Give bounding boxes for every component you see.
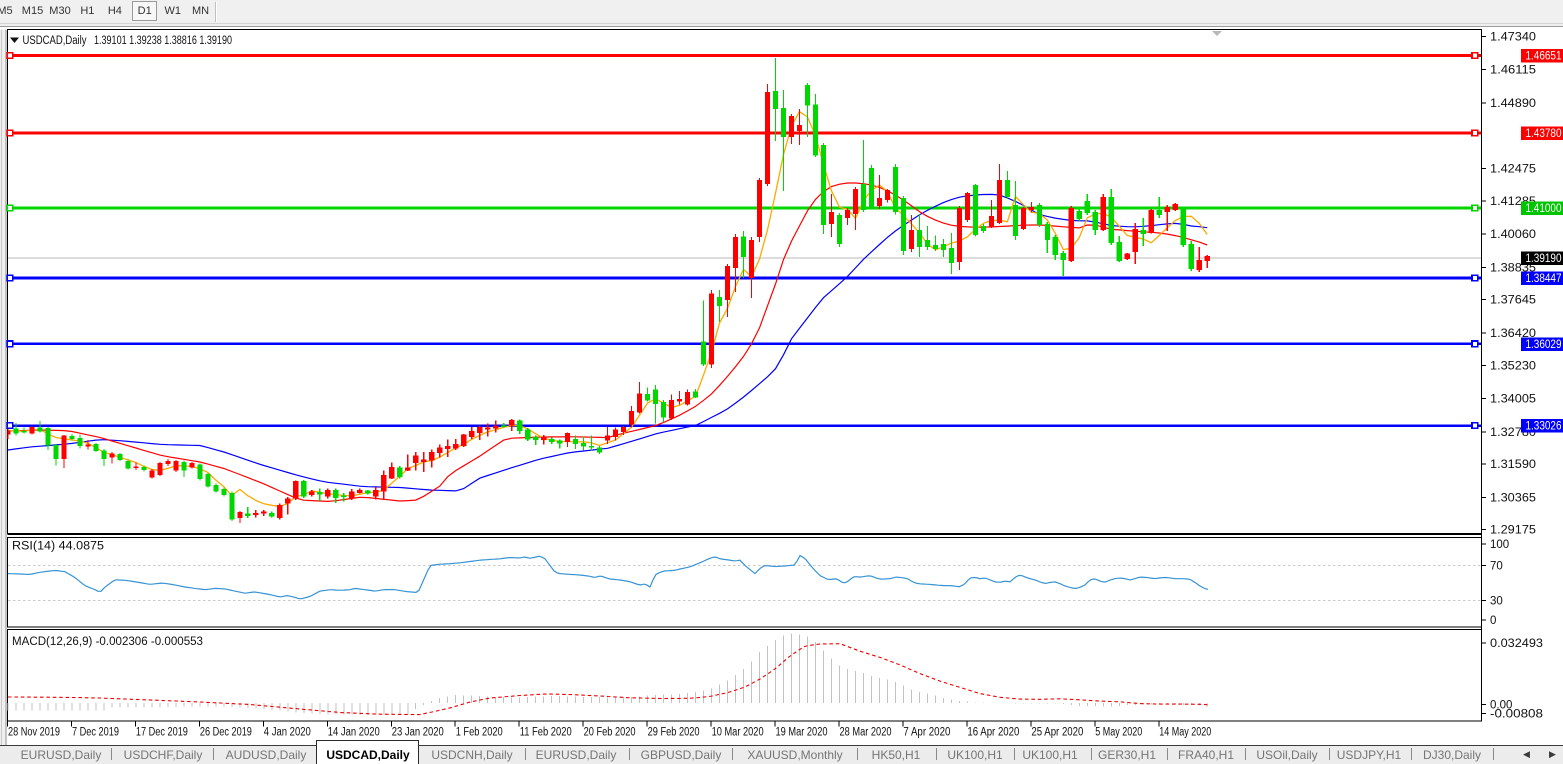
svg-text:1 Feb 2020: 1 Feb 2020 <box>456 727 503 739</box>
svg-text:1.29175: 1.29175 <box>1490 525 1536 537</box>
svg-text:USDCAD,Daily: USDCAD,Daily <box>23 35 87 47</box>
svg-text:1.46115: 1.46115 <box>1490 65 1536 77</box>
svg-text:7 Apr 2020: 7 Apr 2020 <box>903 727 950 739</box>
svg-text:16 Apr 2020: 16 Apr 2020 <box>967 727 1019 739</box>
svg-text:28 Mar 2020: 28 Mar 2020 <box>840 727 892 739</box>
svg-text:1.39101 1.39238 1.38816 1.3919: 1.39101 1.39238 1.38816 1.39190 <box>94 35 232 47</box>
svg-text:1.42475: 1.42475 <box>1490 164 1536 176</box>
svg-text:19 Mar 2020: 19 Mar 2020 <box>776 727 828 739</box>
svg-text:25 Apr 2020: 25 Apr 2020 <box>1031 727 1083 739</box>
svg-text:1.37645: 1.37645 <box>1490 295 1536 307</box>
svg-text:10 Mar 2020: 10 Mar 2020 <box>712 727 764 739</box>
svg-text:1.46651: 1.46651 <box>1526 51 1562 63</box>
svg-text:1.31590: 1.31590 <box>1490 459 1536 471</box>
svg-text:30: 30 <box>1490 595 1503 607</box>
svg-text:17 Dec 2019: 17 Dec 2019 <box>136 727 188 739</box>
svg-text:29 Feb 2020: 29 Feb 2020 <box>648 727 700 739</box>
svg-text:4 Jan 2020: 4 Jan 2020 <box>264 727 311 739</box>
svg-text:14 May 2020: 14 May 2020 <box>1159 727 1211 739</box>
svg-text:1.44890: 1.44890 <box>1490 98 1536 110</box>
svg-text:70: 70 <box>1490 561 1503 573</box>
svg-text:RSI(14) 44.0875: RSI(14) 44.0875 <box>12 541 104 553</box>
svg-text:23 Jan 2020: 23 Jan 2020 <box>392 727 444 739</box>
svg-text:1.36029: 1.36029 <box>1526 339 1562 351</box>
svg-text:1.38447: 1.38447 <box>1526 273 1562 285</box>
svg-text:0.00: 0.00 <box>1490 699 1512 711</box>
svg-text:1.39190: 1.39190 <box>1526 253 1562 265</box>
svg-text:20 Feb 2020: 20 Feb 2020 <box>584 727 636 739</box>
svg-text:0.032493: 0.032493 <box>1490 638 1543 650</box>
svg-text:1.30365: 1.30365 <box>1490 492 1536 504</box>
svg-text:1.36420: 1.36420 <box>1490 328 1536 340</box>
svg-text:1.35230: 1.35230 <box>1490 360 1536 372</box>
svg-text:-0.00808: -0.00808 <box>1490 709 1543 721</box>
svg-text:1.47340: 1.47340 <box>1490 31 1536 43</box>
svg-text:1.34005: 1.34005 <box>1490 394 1536 406</box>
svg-text:11 Feb 2020: 11 Feb 2020 <box>520 727 572 739</box>
svg-text:1.40060: 1.40060 <box>1490 229 1536 241</box>
svg-text:0: 0 <box>1490 615 1496 627</box>
svg-text:100: 100 <box>1490 539 1509 551</box>
svg-text:1.43780: 1.43780 <box>1526 128 1562 140</box>
svg-text:MACD(12,26,9) -0.002306 -0.000: MACD(12,26,9) -0.002306 -0.000553 <box>12 636 203 648</box>
svg-text:1.38835: 1.38835 <box>1490 262 1536 274</box>
svg-text:5 May 2020: 5 May 2020 <box>1095 727 1142 739</box>
svg-text:14 Jan 2020: 14 Jan 2020 <box>328 727 380 739</box>
svg-text:1.41000: 1.41000 <box>1526 203 1562 215</box>
svg-text:26 Dec 2019: 26 Dec 2019 <box>200 727 252 739</box>
svg-text:7 Dec 2019: 7 Dec 2019 <box>72 727 119 739</box>
svg-text:1.33026: 1.33026 <box>1526 421 1562 433</box>
svg-text:28 Nov 2019: 28 Nov 2019 <box>8 727 60 739</box>
